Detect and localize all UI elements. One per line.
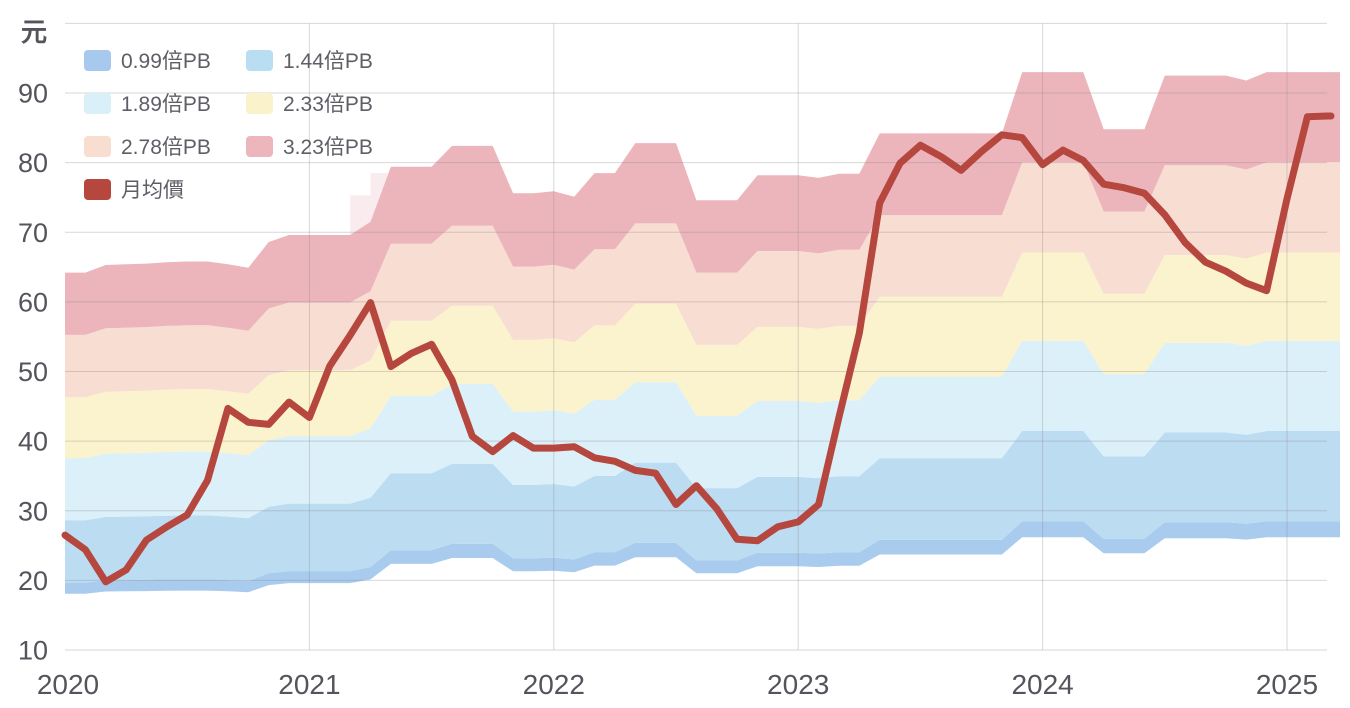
legend-swatch-icon — [246, 92, 273, 114]
legend-item-label: 2.33倍PB — [283, 93, 373, 116]
price-line — [61, 112, 1335, 586]
legend-swatch-icon — [84, 49, 111, 71]
y-axis-tick-label: 80 — [18, 148, 48, 178]
band-area-2-78pb — [65, 162, 1340, 398]
legend-row: 月均價 — [84, 174, 408, 217]
legend-item-1-44x-pb[interactable]: 1.44倍PB — [246, 45, 408, 75]
legend-item-2-78x-pb[interactable]: 2.78倍PB — [84, 131, 246, 161]
y-axis-tick-label: 20 — [18, 566, 48, 596]
y-axis-tick-label: 90 — [18, 79, 48, 109]
x-axis-tick-label: 2025 — [1256, 669, 1318, 700]
legend-swatch-icon — [84, 135, 111, 157]
y-axis-tick-label: 40 — [18, 427, 48, 457]
x-axis-tick-label: 2022 — [523, 669, 585, 700]
legend-item-label: 月均價 — [121, 179, 184, 202]
legend-swatch-icon — [246, 135, 273, 157]
legend-item-2-33x-pb[interactable]: 2.33倍PB — [246, 88, 408, 118]
legend-item-0-99x-pb[interactable]: 0.99倍PB — [84, 45, 246, 75]
band-area-1-89pb — [65, 340, 1340, 521]
x-axis-tick-label: 2024 — [1011, 669, 1073, 700]
legend-swatch-icon — [84, 92, 111, 114]
legend-row: 0.99倍PB 1.44倍PB — [84, 45, 408, 88]
legend-item-label: 2.78倍PB — [121, 136, 211, 159]
legend-swatch-icon — [246, 49, 273, 71]
x-axis-tick-label: 2020 — [37, 669, 99, 700]
y-axis-tick-label: 10 — [18, 636, 48, 666]
legend-item-label: 0.99倍PB — [121, 50, 211, 73]
legend-row: 2.78倍PB 3.23倍PB — [84, 131, 408, 174]
legend-item-3-23x-pb[interactable]: 3.23倍PB — [246, 131, 408, 161]
axis-labels: 10 20 30 40 50 60 70 80 90 2020 2021 2022 2023 2024 20… — [18, 79, 1318, 701]
y-axis-unit-label: 元 — [21, 17, 49, 47]
band-area-2-33pb — [65, 252, 1340, 459]
y-axis-tick-label: 30 — [18, 496, 48, 526]
gridlines — [65, 22, 1327, 651]
y-axis-tick-label: 70 — [18, 218, 48, 248]
legend-item-label: 1.44倍PB — [283, 50, 373, 73]
y-axis-tick-label: 50 — [18, 357, 48, 387]
legend-swatch-icon — [84, 178, 111, 200]
chart-legend: 0.99倍PB 1.44倍PB 1.89倍PB 2.33倍PB 2.78倍PB 3.23倍… — [84, 45, 408, 217]
ghost-band-overlay — [350, 166, 391, 235]
band-area-1-44pb — [65, 431, 1340, 583]
band-area-0-99pb — [65, 521, 1340, 594]
legend-item-label: 3.23倍PB — [283, 136, 373, 159]
x-axis-tick-label: 2021 — [278, 669, 340, 700]
legend-item-monthly-avg-price[interactable]: 月均價 — [84, 174, 184, 204]
y-axis-tick-label: 60 — [18, 287, 48, 317]
price-line-layer — [61, 112, 1335, 586]
legend-item-1-89x-pb[interactable]: 1.89倍PB — [84, 88, 246, 118]
x-axis-tick-label: 2023 — [767, 669, 829, 700]
legend-item-label: 1.89倍PB — [121, 93, 211, 116]
legend-row: 1.89倍PB 2.33倍PB — [84, 88, 408, 131]
